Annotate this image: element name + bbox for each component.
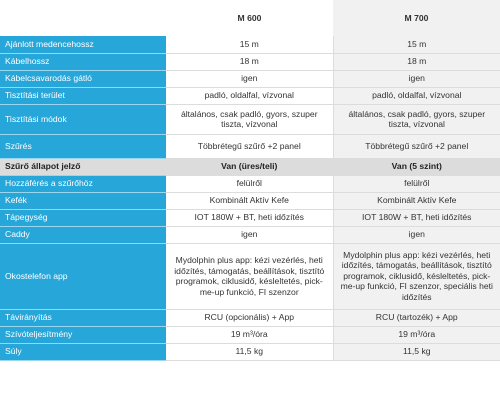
spec-comparison-table: M 600 M 700 Ajánlott medencehossz 15 m 1…: [0, 0, 500, 361]
table-row: Távirányítás RCU (opcionális) + App RCU …: [0, 309, 500, 327]
row-value-m600: 19 m³/óra: [166, 326, 334, 344]
row-value-m600: Mydolphin plus app: kézi vezérlés, heti …: [166, 243, 334, 310]
row-label: Tisztítási módok: [0, 104, 166, 135]
table-row: Tisztítási módok általános, csak padló, …: [0, 104, 500, 135]
table-row: Caddy igen igen: [0, 226, 500, 244]
row-label: Hozzáférés a szűrőhöz: [0, 175, 166, 193]
row-value-m700: 19 m³/óra: [333, 326, 500, 344]
row-value-m700: IOT 180W + BT, heti időzítés: [333, 209, 500, 227]
row-value-m700: felülről: [333, 175, 500, 193]
row-value-m700: igen: [333, 226, 500, 244]
row-value-m600: Többrétegű szűrő +2 panel: [166, 134, 334, 159]
row-label: Kábelhossz: [0, 53, 166, 71]
row-value-m700: Mydolphin plus app: kézi vezérlés, heti …: [333, 243, 500, 310]
row-value-m700: Kombinált Aktív Kefe: [333, 192, 500, 210]
row-value-m600: padló, oldalfal, vízvonal: [166, 87, 334, 105]
table-row: Tisztítási terület padló, oldalfal, vízv…: [0, 87, 500, 105]
row-label: Kefék: [0, 192, 166, 210]
row-value-m600: 15 m: [166, 36, 334, 54]
table-row: Okostelefon app Mydolphin plus app: kézi…: [0, 243, 500, 310]
row-value-m700: RCU (tartozék) + App: [333, 309, 500, 327]
row-label: Szívóteljesítmény: [0, 326, 166, 344]
row-value-m600: igen: [166, 226, 334, 244]
header-m600: M 600: [166, 0, 333, 36]
table-row: Hozzáférés a szűrőhöz felülről felülről: [0, 175, 500, 193]
row-value-m700: igen: [333, 70, 500, 88]
row-label: Caddy: [0, 226, 166, 244]
row-value-m700: 11,5 kg: [333, 343, 500, 361]
row-label: Okostelefon app: [0, 243, 166, 310]
row-label: Szűrés: [0, 134, 166, 159]
row-label: Tápegység: [0, 209, 166, 227]
row-label: Ajánlott medencehossz: [0, 36, 166, 54]
row-value-m600: igen: [166, 70, 334, 88]
table-row: Szűrés Többrétegű szűrő +2 panel Többrét…: [0, 134, 500, 159]
table-row: Szívóteljesítmény 19 m³/óra 19 m³/óra: [0, 326, 500, 344]
row-label: Súly: [0, 343, 166, 361]
row-value-m600: 11,5 kg: [166, 343, 334, 361]
header-blank-cell: [0, 0, 166, 36]
row-value-m600: Kombinált Aktív Kefe: [166, 192, 334, 210]
row-value-m700: 15 m: [333, 36, 500, 54]
row-value-m600: 18 m: [166, 53, 334, 71]
row-label: Tisztítási terület: [0, 87, 166, 105]
table-header-row: M 600 M 700: [0, 0, 500, 36]
table-row: Kefék Kombinált Aktív Kefe Kombinált Akt…: [0, 192, 500, 210]
row-value-m600: IOT 180W + BT, heti időzítés: [166, 209, 334, 227]
row-value-m700: 18 m: [333, 53, 500, 71]
row-value-m700: padló, oldalfal, vízvonal: [333, 87, 500, 105]
page-bottom-whitespace: [0, 364, 500, 408]
table-row-highlighted: Szűrő állapot jelző Van (üres/teli) Van …: [0, 158, 500, 176]
row-value-m700: Többrétegű szűrő +2 panel: [333, 134, 500, 159]
row-value-m700: általános, csak padló, gyors, szuper tis…: [333, 104, 500, 135]
row-label: Szűrő állapot jelző: [0, 158, 166, 176]
row-value-m600: felülről: [166, 175, 334, 193]
table-row: Ajánlott medencehossz 15 m 15 m: [0, 36, 500, 54]
row-label: Kábelcsavarodás gátló: [0, 70, 166, 88]
row-value-m700: Van (5 szint): [333, 158, 500, 176]
table-row: Kábelcsavarodás gátló igen igen: [0, 70, 500, 88]
header-m700: M 700: [333, 0, 500, 36]
row-value-m600: Van (üres/teli): [166, 158, 334, 176]
row-value-m600: általános, csak padló, gyors, szuper tis…: [166, 104, 334, 135]
table-row: Súly 11,5 kg 11,5 kg: [0, 343, 500, 361]
table-row: Tápegység IOT 180W + BT, heti időzítés I…: [0, 209, 500, 227]
row-value-m600: RCU (opcionális) + App: [166, 309, 334, 327]
table-row: Kábelhossz 18 m 18 m: [0, 53, 500, 71]
row-label: Távirányítás: [0, 309, 166, 327]
